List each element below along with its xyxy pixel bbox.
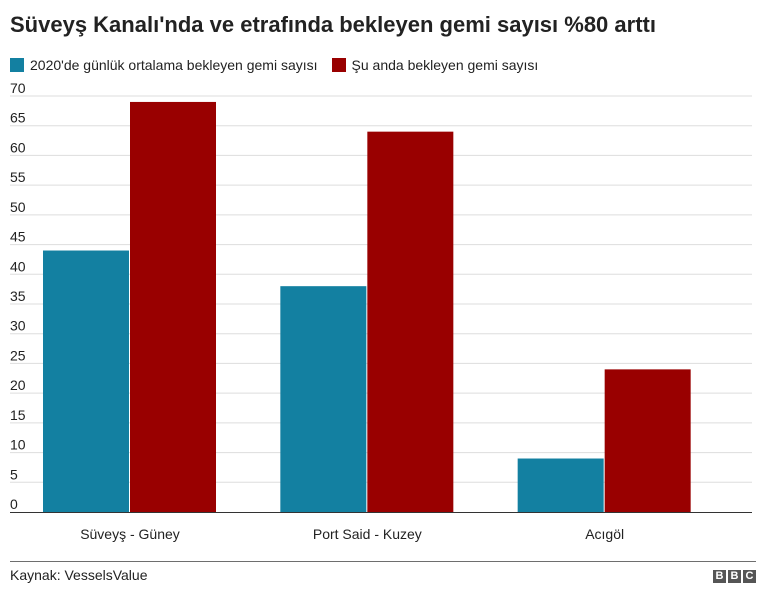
bbc-logo-letter: B bbox=[728, 570, 741, 583]
source-note: Kaynak: VesselsValue bbox=[10, 567, 148, 583]
legend-item-2020: 2020'de günlük ortalama bekleyen gemi sa… bbox=[10, 57, 318, 73]
legend-swatch-current bbox=[331, 58, 346, 72]
bar-current bbox=[130, 101, 216, 512]
y-tick-label: 15 bbox=[10, 407, 26, 423]
y-tick-label: 35 bbox=[10, 288, 26, 304]
legend-label-2020: 2020'de günlük ortalama bekleyen gemi sa… bbox=[30, 57, 318, 73]
x-tick-label: Acıgöl bbox=[585, 526, 624, 542]
chart-legend: 2020'de günlük ortalama bekleyen gemi sa… bbox=[10, 57, 552, 73]
y-tick-label: 25 bbox=[10, 347, 26, 363]
bar-current bbox=[604, 369, 691, 512]
bar-2020 bbox=[43, 250, 129, 512]
y-tick-label: 10 bbox=[10, 437, 26, 453]
bbc-logo-letter: B bbox=[713, 570, 726, 583]
legend-swatch-2020 bbox=[10, 58, 24, 72]
chart-title: Süveyş Kanalı'nda ve etrafında bekleyen … bbox=[10, 12, 656, 37]
y-tick-label: 5 bbox=[10, 466, 18, 482]
y-tick-label: 70 bbox=[10, 80, 26, 96]
y-tick-label: 50 bbox=[10, 199, 26, 215]
y-tick-label: 55 bbox=[10, 169, 26, 185]
y-tick-label: 20 bbox=[10, 377, 26, 393]
y-tick-label: 0 bbox=[10, 496, 18, 512]
x-tick-label: Süveyş - Güney bbox=[80, 526, 180, 542]
bar-current bbox=[367, 131, 454, 512]
bbc-logo-letter: C bbox=[743, 570, 756, 583]
x-tick-label: Port Said - Kuzey bbox=[313, 526, 422, 542]
bar-2020 bbox=[517, 458, 604, 512]
y-tick-label: 30 bbox=[10, 318, 26, 334]
legend-item-current: Şu anda bekleyen gemi sayısı bbox=[331, 57, 539, 73]
y-tick-label: 45 bbox=[10, 229, 26, 245]
y-tick-label: 65 bbox=[10, 110, 26, 126]
y-tick-label: 40 bbox=[10, 258, 26, 274]
legend-label-current: Şu anda bekleyen gemi sayısı bbox=[351, 57, 539, 73]
footer-divider bbox=[10, 561, 756, 562]
y-tick-label: 60 bbox=[10, 139, 26, 155]
bar-2020 bbox=[280, 286, 367, 512]
bbc-logo: B B C bbox=[713, 570, 756, 583]
